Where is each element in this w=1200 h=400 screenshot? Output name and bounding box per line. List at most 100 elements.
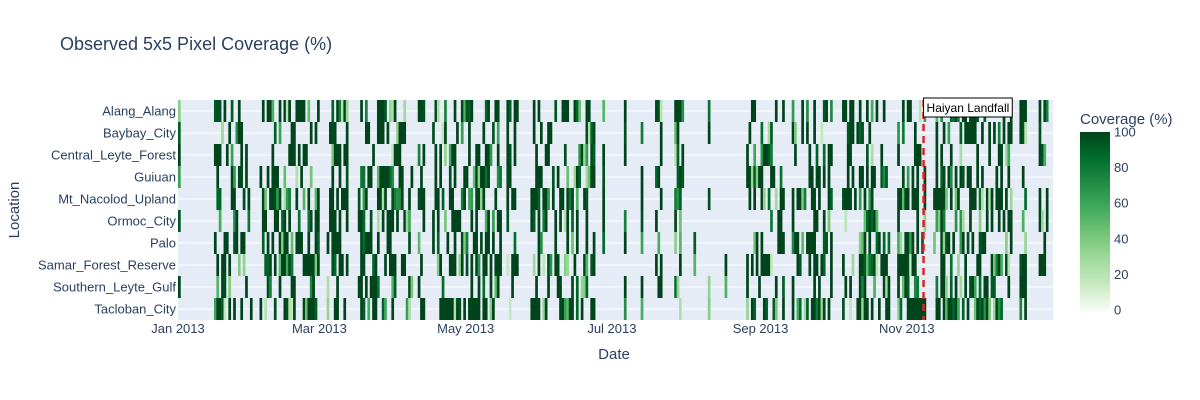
heatmap-cell	[897, 298, 900, 320]
heatmap-cell	[827, 144, 831, 166]
heatmap-cell	[288, 188, 291, 210]
heatmap-cell	[261, 188, 265, 210]
heatmap-cell	[309, 166, 313, 188]
heatmap-cell	[818, 188, 821, 210]
heatmap-cell	[755, 166, 759, 188]
heatmap-cell	[870, 144, 874, 166]
heatmap-cell	[813, 276, 816, 298]
heatmap-cell	[846, 144, 850, 166]
heatmap-cell	[923, 188, 927, 210]
heatmap-cell	[748, 122, 752, 144]
heatmap-cell	[827, 210, 831, 232]
heatmap-cell	[959, 166, 963, 188]
heatmap-cell	[554, 254, 558, 276]
heatmap-cell	[343, 298, 347, 320]
heatmap-cell	[882, 254, 886, 276]
colorbar-title: Coverage (%)	[1080, 111, 1173, 128]
heatmap-cell	[791, 298, 795, 320]
heatmap-cell	[460, 122, 464, 144]
heatmap-cell	[942, 122, 946, 144]
heatmap-cell	[904, 232, 908, 254]
heatmap-cell	[868, 254, 872, 276]
heatmap-cell	[494, 254, 498, 276]
heatmap-cell	[448, 144, 452, 166]
heatmap-cell	[360, 100, 363, 122]
heatmap-cell	[434, 188, 438, 210]
heatmap-cell	[674, 210, 677, 232]
heatmap-cell	[933, 188, 936, 210]
heatmap-cell	[573, 254, 577, 276]
heatmap-cell	[484, 100, 488, 122]
heatmap-cell	[825, 100, 828, 122]
heatmap-cell	[842, 254, 845, 276]
heatmap-cell	[441, 276, 445, 298]
heatmap-cell	[770, 122, 773, 144]
heatmap-cell	[762, 144, 766, 166]
heatmap-cell	[878, 232, 881, 254]
heatmap-cell	[283, 254, 287, 276]
heatmap-cell	[791, 210, 795, 232]
heatmap-cell	[762, 188, 766, 210]
heatmap-cell	[947, 166, 951, 188]
heatmap-cell	[1041, 210, 1044, 232]
heatmap-cell	[997, 298, 1001, 320]
heatmap-cell	[971, 122, 975, 144]
heatmap-cell	[362, 232, 366, 254]
heatmap-cell	[444, 210, 447, 232]
heatmap-cell	[436, 254, 440, 276]
heatmap-cell	[966, 232, 970, 254]
heatmap-cell	[801, 232, 804, 254]
heatmap-cell	[753, 166, 757, 188]
heatmap-cell	[269, 100, 272, 122]
heatmap-cell	[985, 188, 989, 210]
heatmap-cell	[765, 254, 769, 276]
heatmap-cell	[897, 254, 900, 276]
heatmap-cell	[810, 188, 814, 210]
heatmap-cell	[978, 254, 982, 276]
heatmap-cell	[420, 100, 423, 122]
heatmap-cell	[923, 210, 927, 232]
heatmap-cell	[269, 188, 272, 210]
heatmap-cell	[482, 188, 486, 210]
heatmap-cell	[861, 122, 864, 144]
heatmap-cell	[1021, 276, 1025, 298]
heatmap-cell	[983, 276, 987, 298]
heatmap-cell	[360, 276, 363, 298]
heatmap-cell	[707, 276, 711, 298]
heatmap-cell	[376, 232, 380, 254]
heatmap-cell	[391, 144, 395, 166]
heatmap-cell	[770, 144, 773, 166]
heatmap-cell	[228, 122, 232, 144]
heatmap-cell	[302, 254, 306, 276]
heatmap-cell	[942, 276, 946, 298]
heatmap-cell	[470, 254, 474, 276]
heatmap-cell	[911, 298, 915, 320]
heatmap-cell	[357, 188, 361, 210]
heatmap-cell	[230, 166, 234, 188]
heatmap-cell	[314, 232, 318, 254]
heatmap-cell	[1007, 254, 1011, 276]
heatmap-cell	[398, 122, 402, 144]
heatmap-cell	[273, 298, 277, 320]
heatmap-cell	[345, 166, 349, 188]
heatmap-cell	[885, 166, 888, 188]
heatmap-cell	[448, 254, 452, 276]
heatmap-cell	[949, 144, 953, 166]
heatmap-cell	[218, 100, 222, 122]
heatmap-cell	[822, 210, 826, 232]
heatmap-cell	[539, 232, 543, 254]
heatmap-cell	[259, 298, 263, 320]
heatmap-cell	[261, 210, 265, 232]
heatmap-cell	[240, 232, 244, 254]
heatmap-cell	[1021, 100, 1025, 122]
heatmap-cell	[844, 188, 848, 210]
heatmap-cell	[866, 144, 869, 166]
heatmap-cell	[990, 254, 994, 276]
heatmap-cell	[602, 100, 606, 122]
heatmap-cell	[468, 188, 471, 210]
heatmap-cell	[990, 188, 994, 210]
heatmap-cell	[434, 144, 438, 166]
heatmap-cell	[494, 276, 498, 298]
heatmap-cell	[566, 298, 570, 320]
heatmap-cell	[659, 188, 663, 210]
